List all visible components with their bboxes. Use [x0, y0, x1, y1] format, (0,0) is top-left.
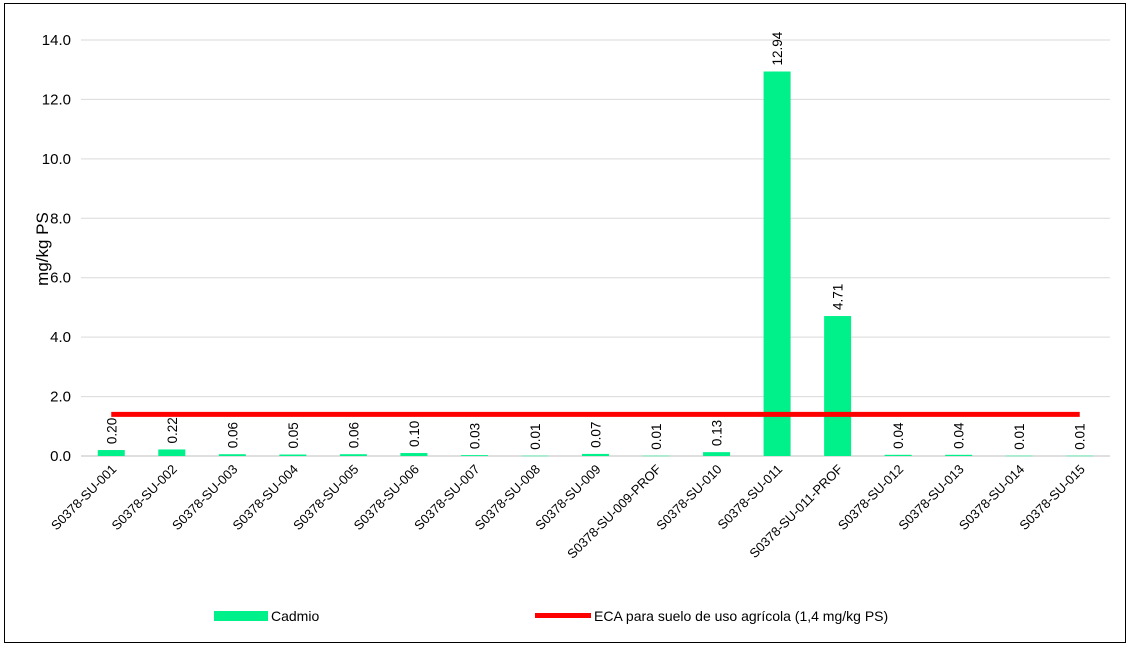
bar-cadmio: [97, 450, 125, 456]
bar-cadmio: [582, 453, 609, 456]
y-tick-label: 8.0: [50, 210, 71, 227]
data-label: 0.22: [165, 417, 180, 443]
data-label: 0.01: [649, 423, 664, 449]
y-axis-title: mg/kg PS: [33, 212, 52, 286]
y-axis-ticks: 0.0 2.0 4.0 6.0 8.0 10.0 12.0 14.0: [42, 32, 71, 465]
data-label: 0.07: [589, 422, 604, 448]
data-label: 0.04: [891, 422, 906, 449]
y-tick-label: 6.0: [50, 270, 71, 287]
bar-cadmio: [279, 454, 307, 456]
bar-cadmio: [824, 316, 852, 456]
data-labels: 0.20 0.22 0.06 0.05 0.06 0.10 0.03 0.01 0.07 0.01…: [104, 31, 1087, 449]
bar-cadmio: [945, 454, 973, 456]
y-tick-label: 4.0: [50, 329, 71, 346]
bar-cadmio: [1005, 455, 1033, 457]
legend-swatch-cadmio: [214, 611, 268, 621]
data-label: 0.01: [528, 423, 543, 449]
bar-cadmio: [158, 449, 186, 456]
chart-frame: 0.0 2.0 4.0 6.0 8.0 10.0 12.0 14.0 0.20 0.22 0.06…: [4, 3, 1126, 643]
data-label: 0.01: [1012, 423, 1027, 449]
bar-cadmio: [642, 455, 670, 457]
legend-label-cadmio: Cadmio: [271, 608, 319, 624]
cadmium-bar-chart: 0.0 2.0 4.0 6.0 8.0 10.0 12.0 14.0 0.20 0.22 0.06…: [33, 31, 1110, 624]
data-label: 0.20: [104, 418, 119, 444]
y-tick-label: 10.0: [42, 151, 71, 168]
bar-cadmio: [763, 71, 791, 457]
bar-cadmio: [884, 454, 912, 456]
y-tick-label: 12.0: [42, 91, 71, 108]
bar-cadmio: [1066, 455, 1094, 457]
y-tick-label: 14.0: [42, 32, 71, 49]
bar-cadmio: [218, 454, 246, 456]
data-label: 0.01: [1073, 423, 1088, 449]
bars: [97, 71, 1094, 457]
bar-cadmio: [703, 452, 731, 456]
bar-cadmio: [460, 455, 488, 456]
data-label: 12.94: [770, 31, 785, 65]
legend-swatch-eca: [535, 613, 591, 618]
bar-cadmio: [521, 455, 549, 457]
data-label: 0.05: [286, 422, 301, 448]
x-axis-categories: S0378-SU-001S0378-SU-002S0378-SU-003S037…: [48, 461, 1088, 561]
data-label: 0.13: [710, 420, 725, 446]
bar-cadmio: [400, 453, 428, 456]
y-tick-label: 2.0: [50, 389, 71, 406]
data-label: 0.03: [467, 423, 482, 449]
data-label: 0.04: [952, 422, 967, 449]
bar-cadmio: [339, 454, 367, 456]
data-label: 0.10: [407, 421, 422, 447]
data-label: 0.06: [225, 422, 240, 448]
data-label: 4.71: [831, 284, 846, 310]
gridlines: [81, 39, 1110, 457]
legend: Cadmio ECA para suelo de uso agrícola (1…: [214, 608, 888, 624]
data-label: 0.06: [346, 422, 361, 448]
y-tick-label: 0.0: [50, 448, 71, 465]
legend-label-eca: ECA para suelo de uso agrícola (1,4 mg/k…: [594, 608, 888, 624]
